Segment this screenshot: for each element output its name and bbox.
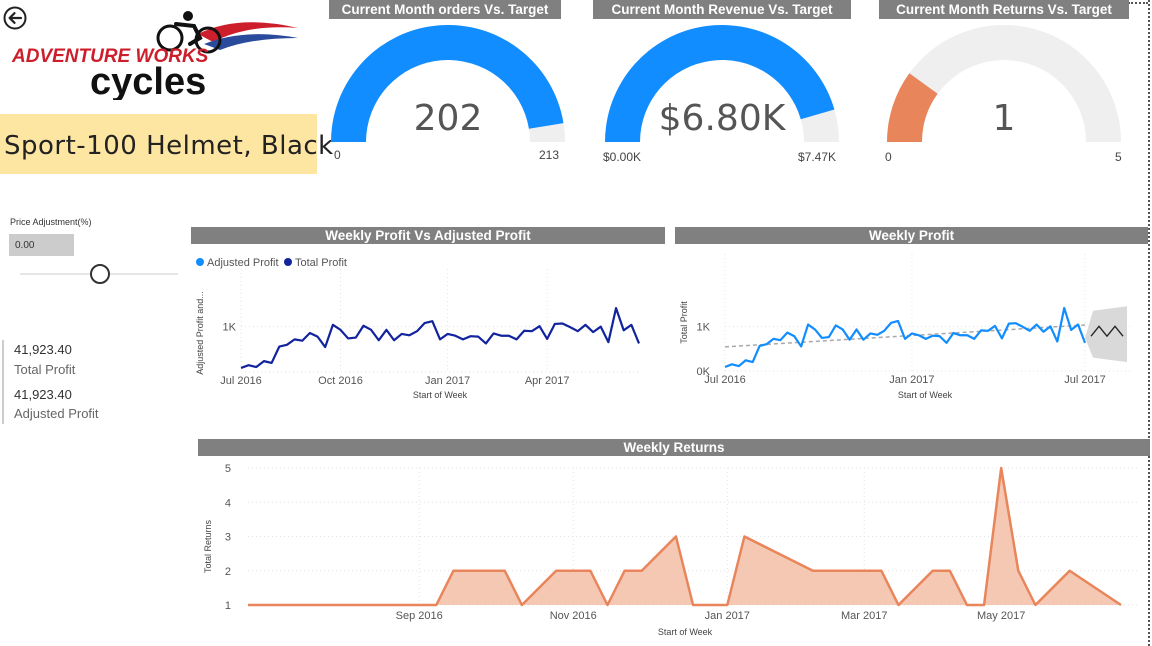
gauge-orders-max: 213 [539, 148, 560, 162]
gauge-orders-title: Current Month orders Vs. Target [329, 0, 561, 19]
gauge-revenue-arc [605, 24, 839, 142]
chart2-plot: 0K 1K Jul 2016 Jan 2017 Jul 2017 Start of Wee… [679, 254, 1130, 400]
legend-marker [196, 258, 204, 266]
weekly-profit-chart[interactable]: Weekly Profit 0K 1K Jul 2016 Jan 2017 Jul 20… [675, 227, 1148, 405]
kpi-card: 41,923.40 Total Profit 41,923.40 Adjuste… [2, 340, 124, 424]
gauge-returns-title: Current Month Returns Vs. Target [879, 0, 1129, 19]
slicer-label: Price Adjustment(%) [10, 217, 92, 227]
x-tick-label: Nov 2016 [550, 610, 597, 622]
y-axis-title: Adjusted Profit and... [195, 291, 205, 375]
x-tick-label: Jan 2017 [705, 610, 750, 622]
y-tick-label: 2 [225, 566, 231, 578]
chart1-title: Weekly Profit Vs Adjusted Profit [191, 227, 665, 244]
gauge-returns[interactable]: Current Month Returns Vs. Target 1 0 5 [879, 0, 1129, 172]
x-axis-title: Start of Week [658, 627, 713, 637]
price-adjustment-input[interactable] [9, 234, 74, 256]
canvas-border [1148, 0, 1150, 646]
gauge-orders-arc [331, 24, 565, 143]
svg-text:cycles: cycles [90, 61, 206, 100]
slider-thumb[interactable] [90, 264, 110, 284]
gauge-revenue-min: $0.00K [603, 150, 642, 164]
product-title-card: Sport-100 Helmet, Black [0, 114, 333, 174]
x-tick-label: Jan 2017 [425, 375, 470, 387]
adjusted-profit-value: 41,923.40 [14, 387, 72, 402]
gauge-revenue-title: Current Month Revenue Vs. Target [593, 0, 851, 19]
y-tick-label: 3 [225, 532, 231, 544]
legend-label: Adjusted Profit [207, 257, 279, 269]
x-tick-label: Sep 2016 [396, 610, 443, 622]
gauge-revenue[interactable]: Current Month Revenue Vs. Target $6.80K … [593, 0, 851, 172]
total-profit-value: 41,923.40 [14, 342, 72, 357]
chart3-plot: 1 2 3 4 5 Sep 2016 Nov 2016 Jan 2017 Mar 2017 May… [203, 463, 1138, 637]
x-tick-label: Jul 2016 [220, 375, 262, 387]
y-tick-label: 5 [225, 463, 231, 475]
weekly-returns-chart[interactable]: Weekly Returns 1 2 3 4 5 Sep 2016 Nov 2016 Jan … [198, 439, 1150, 644]
chart3-title: Weekly Returns [198, 439, 1150, 456]
x-axis-title: Start of Week [898, 390, 953, 400]
x-tick-label: May 2017 [977, 610, 1025, 622]
adjusted-profit-label: Adjusted Profit [14, 406, 99, 421]
gauge-orders-min: 0 [334, 148, 341, 162]
y-tick-label: 1 [225, 600, 231, 612]
back-arrow-icon[interactable] [3, 6, 27, 30]
legend-label: Total Profit [295, 257, 347, 269]
gauge-returns-max: 5 [1115, 150, 1122, 164]
gauge-returns-min: 0 [885, 150, 892, 164]
gauge-revenue-max: $7.47K [798, 150, 837, 164]
y-tick-label: 0K [697, 366, 711, 378]
svg-text:ADVENTURE WORKS: ADVENTURE WORKS [11, 46, 209, 67]
gauge-orders-value: 202 [413, 98, 483, 139]
chart2-title: Weekly Profit [675, 227, 1148, 244]
x-tick-label: Jan 2017 [889, 374, 934, 386]
company-logo: ADVENTURE WORKS cycles [11, 11, 298, 100]
chart1-plot: Adjusted Profit Total Profit 1K Jul 2016 Oct… [195, 257, 641, 400]
y-axis-title: Total Returns [203, 519, 213, 573]
total-profit-line [724, 306, 1087, 369]
gauge-revenue-value: $6.80K [658, 98, 786, 139]
x-axis-title: Start of Week [413, 390, 468, 400]
y-tick-label: 4 [225, 497, 231, 509]
canvas-border-top [1128, 2, 1148, 4]
product-title: Sport-100 Helmet, Black [4, 131, 334, 161]
x-tick-label: Oct 2016 [318, 375, 363, 387]
returns-line [248, 466, 1122, 607]
x-tick-label: Apr 2017 [525, 375, 570, 387]
y-tick-label: 1K [697, 321, 711, 333]
total-profit-line [240, 306, 641, 369]
weekly-profit-vs-adjusted-chart[interactable]: Weekly Profit Vs Adjusted Profit Adjuste… [191, 227, 665, 405]
y-axis-title: Total Profit [679, 301, 689, 344]
gauge-returns-arc [887, 24, 1121, 142]
x-tick-label: Jul 2017 [1064, 374, 1106, 386]
forecast-line [1090, 325, 1124, 338]
x-tick-label: Mar 2017 [841, 610, 887, 622]
gauge-returns-value: 1 [992, 98, 1016, 139]
gauge-orders[interactable]: Current Month orders Vs. Target 202 0 21… [329, 0, 567, 172]
y-tick-label: 1K [223, 322, 237, 334]
total-profit-label: Total Profit [14, 362, 76, 377]
x-tick-label: Jul 2016 [704, 374, 746, 386]
legend-marker [284, 258, 292, 266]
